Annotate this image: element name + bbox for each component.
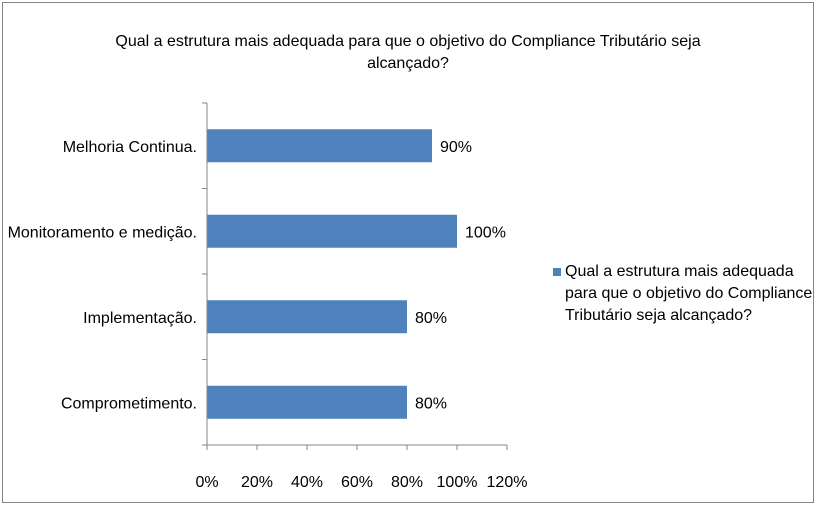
bar-0 xyxy=(207,385,407,419)
x-tick-label-3: 60% xyxy=(341,474,373,491)
x-tick-label-6: 120% xyxy=(487,474,528,491)
legend-label: Qual a estrutura mais adequada para que … xyxy=(565,263,813,324)
x-tick-label-1: 20% xyxy=(241,474,273,491)
category-label-1: Implementação. xyxy=(83,310,197,327)
x-tick-label-2: 40% xyxy=(291,474,323,491)
data-label-0: 80% xyxy=(415,395,447,412)
data-label-2: 100% xyxy=(465,224,506,241)
category-label-2: Monitoramento e medição. xyxy=(8,224,197,241)
data-label-3: 90% xyxy=(440,139,472,156)
chart-frame: Qual a estrutura mais adequada para que … xyxy=(2,2,814,503)
bar-2 xyxy=(207,214,457,248)
x-tick-label-5: 100% xyxy=(437,474,478,491)
category-label-3: Melhoria Continua. xyxy=(63,139,197,156)
category-label-0: Comprometimento. xyxy=(61,395,197,412)
legend-swatch xyxy=(553,268,561,276)
bars-layer: 80% 80% 100% 90% xyxy=(207,129,506,419)
plot-area: 80% 80% 100% 90% Comprometimento. Implementa… xyxy=(8,102,528,491)
x-tick-label-4: 80% xyxy=(391,474,423,491)
bar-1 xyxy=(207,300,407,334)
data-label-1: 80% xyxy=(415,310,447,327)
legend: Qual a estrutura mais adequada para que … xyxy=(553,261,813,327)
chart-title: Qual a estrutura mais adequada para que … xyxy=(115,33,701,72)
axis-layer: Comprometimento. Implementação. Monitorame… xyxy=(8,102,528,491)
x-tick-label-0: 0% xyxy=(195,474,218,491)
bar-3 xyxy=(207,129,432,163)
